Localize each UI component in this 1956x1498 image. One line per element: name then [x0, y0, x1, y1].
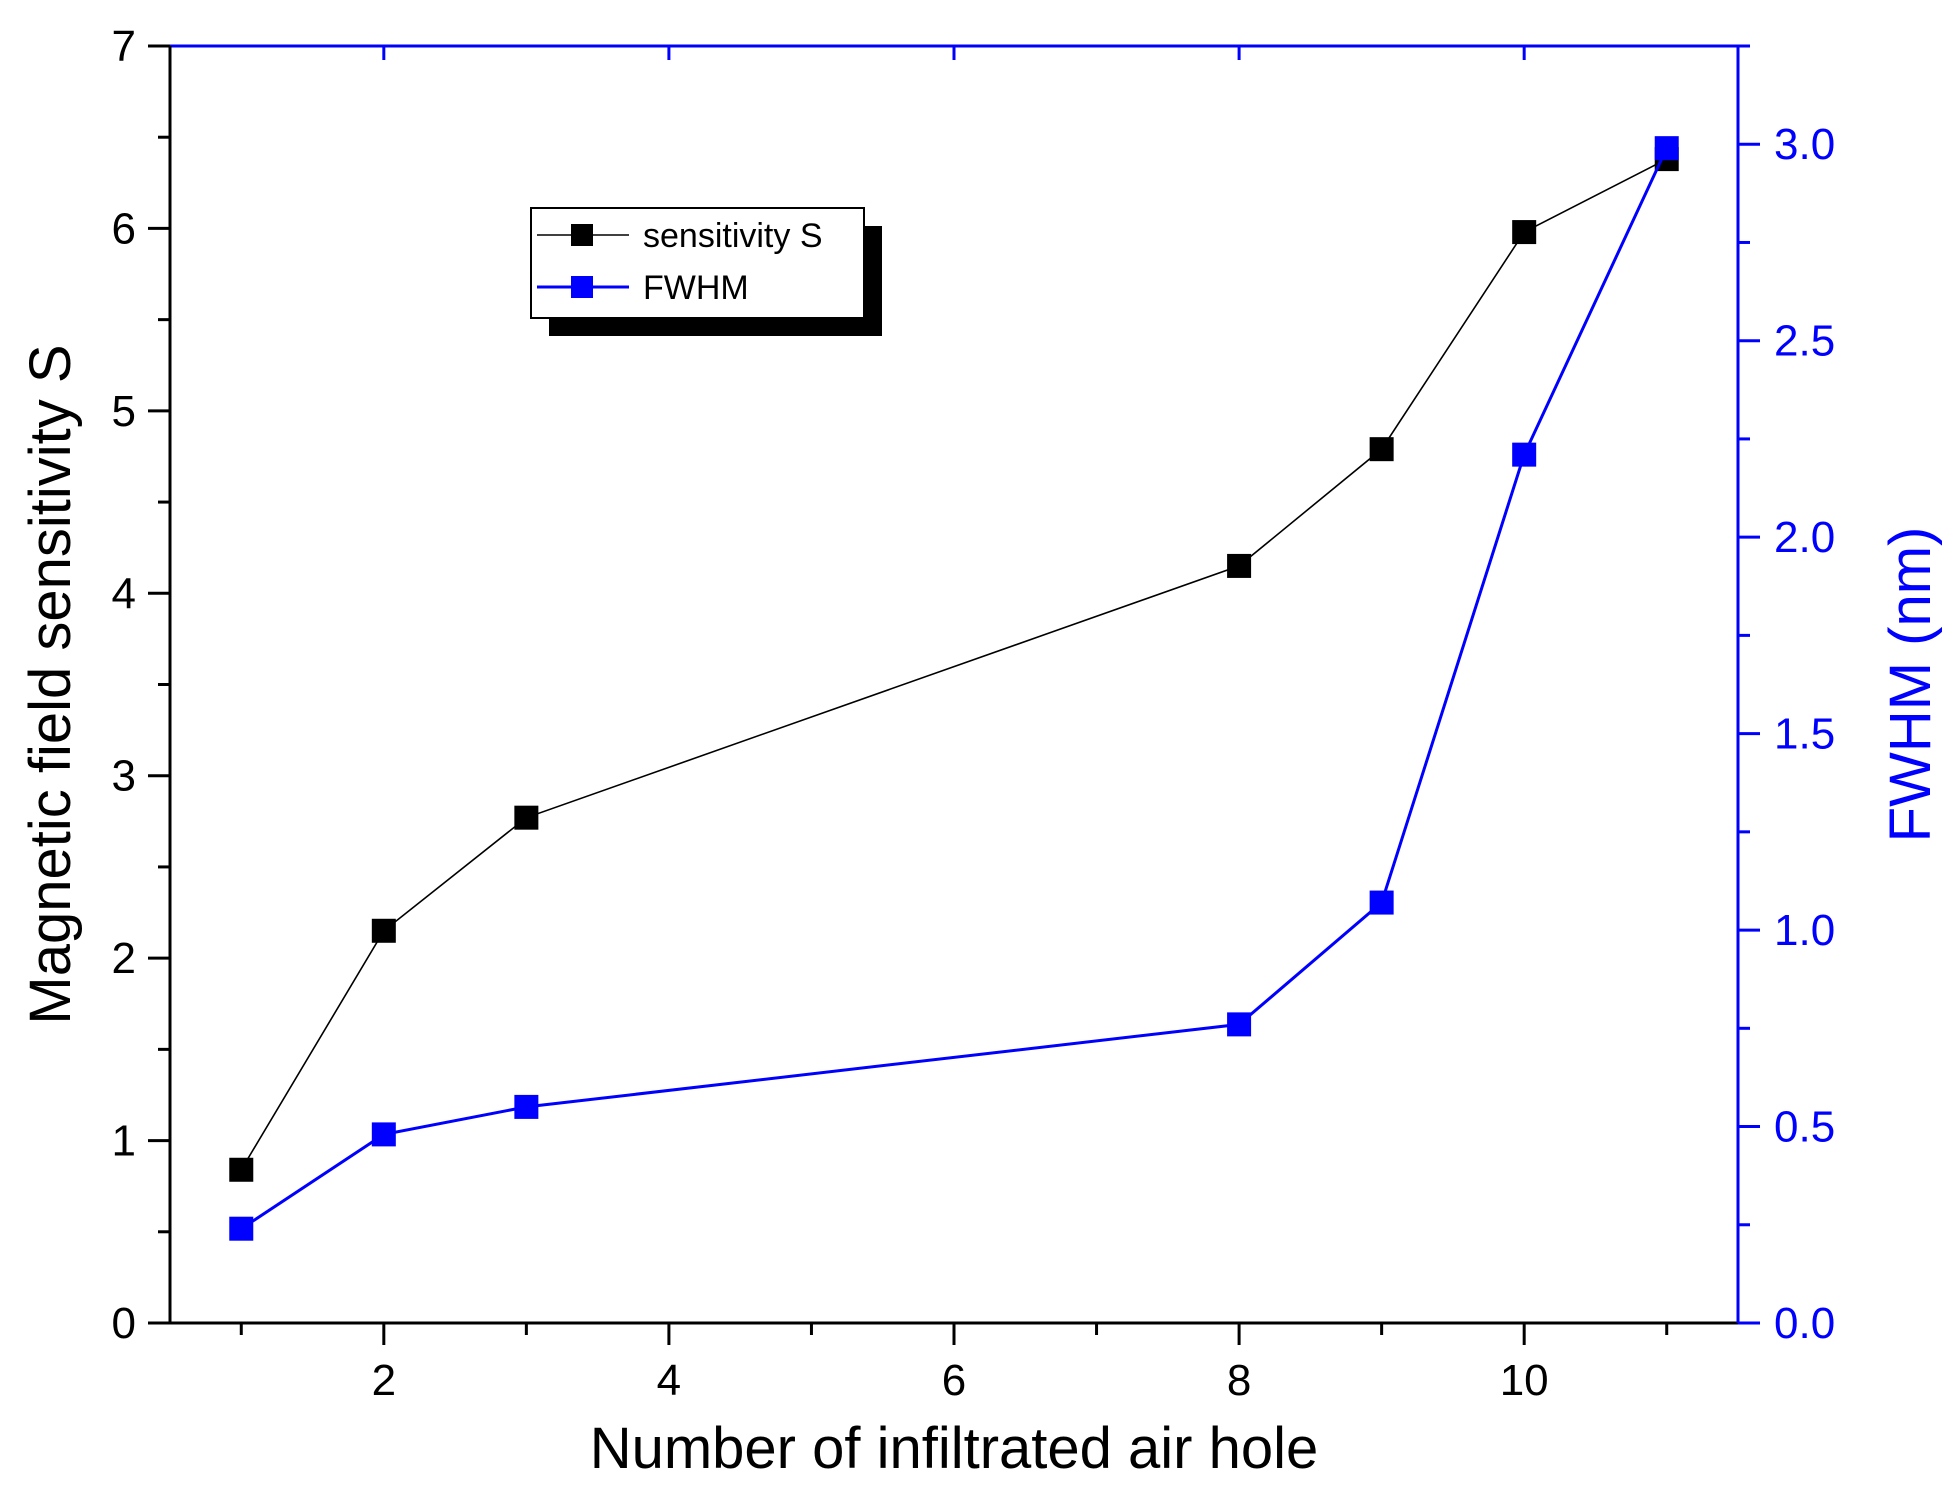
sensitivity-marker [1227, 553, 1252, 578]
legend: sensitivity S FWHM [530, 207, 882, 336]
y-tick-label: 5 [112, 387, 136, 436]
y-tick-label: 3 [112, 752, 136, 801]
fwhm-marker [371, 1122, 396, 1147]
y-tick-label: 0 [112, 1299, 136, 1348]
x-tick-label: 8 [1227, 1356, 1251, 1405]
y2-tick-label: 0.0 [1774, 1299, 1835, 1348]
x-tick-label: 6 [942, 1356, 966, 1405]
x-axis-title: Number of infiltrated air hole [590, 1416, 1319, 1481]
sensitivity-marker [371, 918, 396, 943]
y-tick-label: 6 [112, 204, 136, 253]
legend-label-sensitivity: sensitivity S [643, 217, 823, 255]
y2-tick-label: 2.0 [1774, 513, 1835, 562]
fwhm-marker [1512, 442, 1537, 467]
fwhm-marker [514, 1094, 539, 1119]
sensitivity-marker [1512, 220, 1537, 245]
x-tick-label: 2 [372, 1356, 396, 1405]
sensitivity-marker [514, 805, 539, 830]
y-tick-label: 1 [112, 1117, 136, 1166]
fwhm-marker [1654, 136, 1679, 161]
y-tick-label: 7 [112, 22, 136, 71]
sensitivity-marker [229, 1157, 254, 1182]
fwhm-marker [1227, 1012, 1252, 1037]
sensitivity-marker [1369, 437, 1394, 462]
y-tick-label: 4 [112, 569, 136, 618]
legend-label-fwhm: FWHM [643, 269, 749, 307]
y2-axis-title: FWHM (nm) [1878, 527, 1943, 843]
y2-tick-label: 1.5 [1774, 710, 1835, 759]
x-tick-label: 4 [657, 1356, 681, 1405]
y-tick-label: 2 [112, 934, 136, 983]
series-layer [229, 136, 1679, 1241]
y2-tick-label: 0.5 [1774, 1103, 1835, 1152]
legend-marker-fwhm [571, 276, 593, 298]
axes-layer: 2 4 6 8 10 0 1 2 3 4 5 6 7 0.0 0.5 1.0 1.5 2.0 2.5 3.0 Numbe… [18, 22, 1943, 1481]
y2-tick-label: 2.5 [1774, 317, 1835, 366]
y2-tick-label: 1.0 [1774, 906, 1835, 955]
x-tick-label: 10 [1500, 1356, 1549, 1405]
fwhm-marker [229, 1216, 254, 1241]
y2-tick-label: 3.0 [1774, 120, 1835, 169]
fwhm-marker [1369, 890, 1394, 915]
y-axis-title: Magnetic field sensitivity S [18, 344, 83, 1024]
legend-marker-sensitivity [571, 224, 593, 246]
